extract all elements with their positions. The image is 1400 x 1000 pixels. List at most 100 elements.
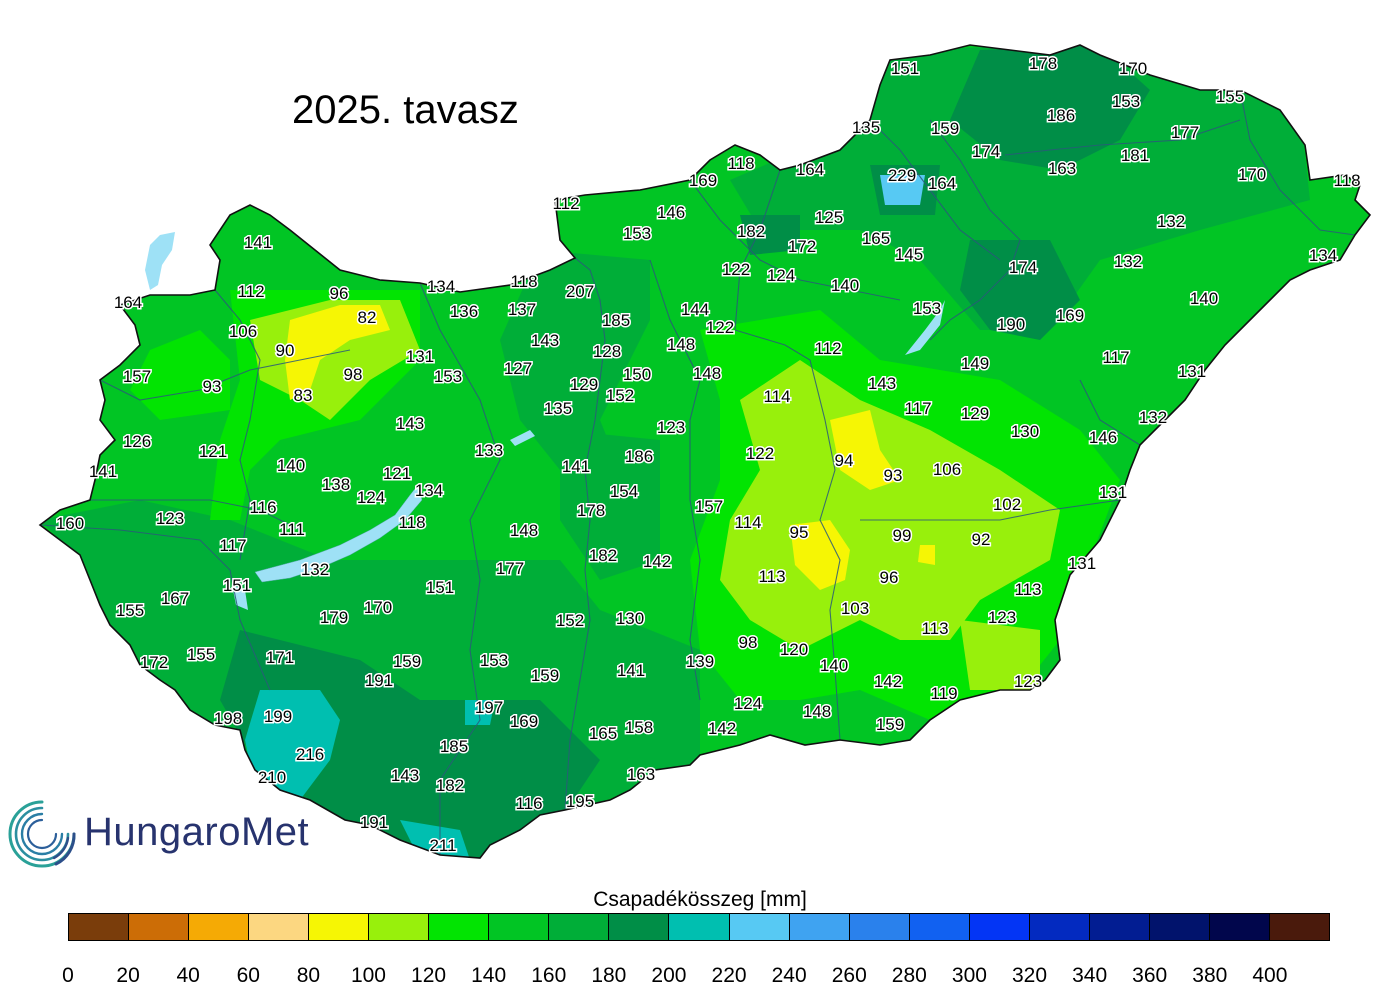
station-value: 185 (440, 737, 468, 756)
station-value: 151 (891, 59, 919, 78)
station-value: 159 (531, 666, 559, 685)
station-value: 136 (450, 302, 478, 321)
lake-balaton (254, 484, 423, 583)
legend-tick-label: 160 (531, 964, 567, 987)
station-value: 124 (734, 694, 762, 713)
station-value: 191 (360, 813, 388, 832)
station-value: 198 (214, 709, 242, 728)
station-value: 128 (593, 342, 621, 361)
station-value: 112 (552, 194, 579, 213)
station-value: 113 (1014, 580, 1041, 599)
station-value: 149 (961, 354, 989, 373)
station-value: 178 (577, 501, 605, 520)
hungaromet-ring-logo-icon (8, 800, 76, 868)
station-value: 129 (570, 375, 598, 394)
station-value: 131 (1178, 362, 1206, 381)
station-value: 199 (264, 707, 292, 726)
legend-swatch (1209, 914, 1270, 940)
station-value: 113 (758, 567, 785, 586)
station-labels: 151 178 170 186 153 155 177 135 159 174 163 181 170 1… (54, 53, 1362, 857)
hungaromet-logo: HungaroMet (2, 792, 342, 882)
legend-title: Csapadékösszeg [mm] (593, 888, 807, 911)
station-value: 122 (722, 260, 750, 279)
station-value: 122 (706, 318, 734, 337)
station-value: 153 (480, 651, 508, 670)
legend-ticks: 0 20 40 60 80 100 120 140 160 180 200 220 240 260 280 3… (0, 964, 1400, 994)
station-value: 182 (436, 776, 464, 795)
station-value: 82 (358, 308, 377, 327)
legend-tick-label: 200 (651, 964, 687, 987)
station-value: 164 (114, 293, 142, 312)
station-value: 182 (589, 546, 617, 565)
legend-swatch (249, 914, 310, 940)
station-value: 127 (504, 359, 532, 378)
station-value: 148 (510, 521, 538, 540)
station-value: 157 (695, 497, 723, 516)
station-value: 191 (365, 671, 393, 690)
station-value: 94 (835, 451, 854, 470)
legend-tick-label: 120 (411, 964, 447, 987)
station-value: 229 (888, 166, 916, 185)
station-value: 158 (625, 718, 653, 737)
station-value: 169 (510, 712, 538, 731)
station-value: 216 (296, 745, 324, 764)
station-value: 117 (904, 399, 931, 418)
station-value: 143 (531, 331, 559, 350)
station-value: 165 (589, 724, 617, 743)
legend-tick-label: 100 (350, 964, 386, 987)
station-value: 186 (1047, 106, 1075, 125)
station-value: 163 (627, 765, 655, 784)
legend-swatch (369, 914, 430, 940)
station-value: 130 (616, 609, 644, 628)
station-value: 124 (357, 488, 385, 507)
station-value: 123 (988, 608, 1016, 627)
station-value: 164 (796, 160, 824, 179)
station-value: 195 (566, 792, 594, 811)
station-value: 151 (426, 578, 454, 597)
station-value: 142 (874, 672, 902, 691)
station-value: 141 (89, 462, 117, 481)
station-value: 130 (1011, 422, 1039, 441)
legend-tick-label: 400 (1252, 964, 1288, 987)
station-value: 143 (396, 414, 424, 433)
station-value: 126 (123, 432, 151, 451)
station-value: 139 (686, 652, 714, 671)
station-value: 185 (602, 311, 630, 330)
station-value: 121 (383, 464, 411, 483)
legend-swatch (189, 914, 250, 940)
station-value: 210 (258, 768, 286, 787)
station-value: 102 (993, 495, 1021, 514)
station-value: 155 (1216, 87, 1244, 106)
station-value: 153 (434, 367, 462, 386)
station-value: 141 (617, 661, 645, 680)
station-value: 157 (123, 367, 151, 386)
station-value: 122 (746, 444, 774, 463)
station-value: 140 (820, 656, 848, 675)
legend-swatch (1029, 914, 1090, 940)
legend-swatch (429, 914, 490, 940)
station-value: 170 (364, 598, 392, 617)
station-value: 131 (1068, 554, 1096, 573)
legend-swatch (669, 914, 730, 940)
legend-tick-label: 40 (176, 964, 200, 987)
station-value: 172 (788, 237, 816, 256)
station-value: 146 (1089, 428, 1117, 447)
legend-tick-label: 360 (1132, 964, 1168, 987)
legend-swatch (549, 914, 610, 940)
lake-tisza (905, 300, 945, 355)
station-value: 114 (734, 513, 761, 532)
station-value: 98 (344, 365, 363, 384)
station-value: 118 (510, 272, 537, 291)
station-value: 121 (199, 442, 227, 461)
legend-tick-label: 320 (1011, 964, 1048, 987)
station-value: 96 (880, 568, 899, 587)
station-value: 177 (496, 559, 524, 578)
station-value: 133 (475, 441, 503, 460)
station-value: 124 (767, 266, 795, 285)
station-value: 131 (1099, 483, 1127, 502)
legend-tick-label: 180 (591, 964, 627, 987)
station-value: 119 (930, 684, 957, 703)
station-value: 140 (831, 276, 859, 295)
station-value: 142 (643, 552, 671, 571)
station-value: 140 (1190, 289, 1218, 308)
